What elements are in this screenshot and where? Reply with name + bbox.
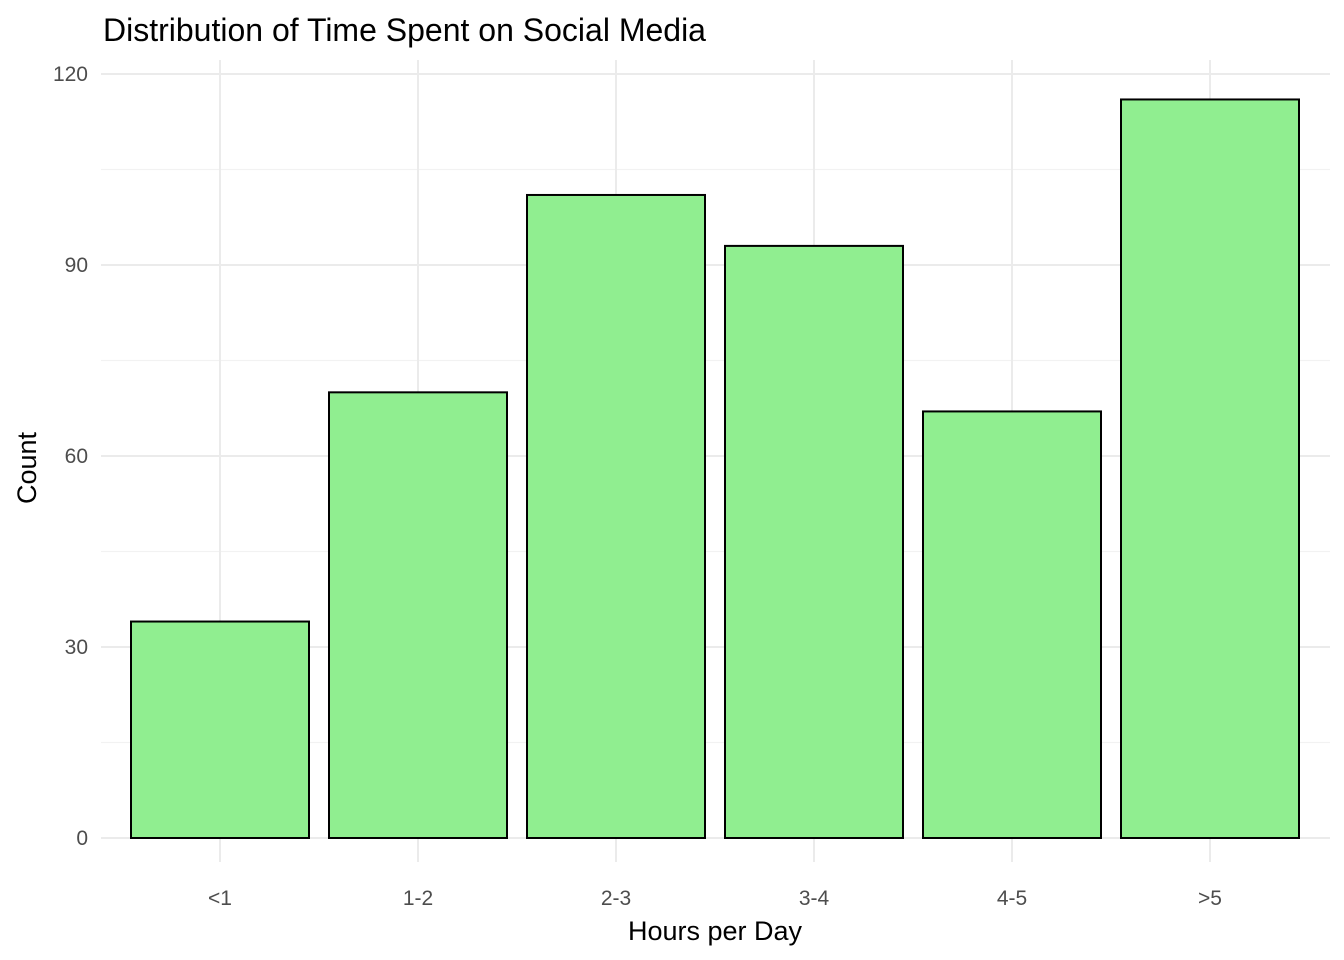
- y-tick-label: 0: [76, 827, 88, 850]
- y-tick-label: 60: [65, 445, 88, 468]
- y-tick-label: 120: [53, 63, 88, 86]
- y-tick-label: 90: [65, 254, 88, 277]
- y-tick-label: 30: [65, 636, 88, 659]
- bar: [1120, 98, 1300, 839]
- x-axis-title: Hours per Day: [628, 916, 803, 946]
- bar: [922, 410, 1102, 839]
- chart-title: Distribution of Time Spent on Social Med…: [103, 12, 706, 48]
- bars: [130, 98, 1300, 839]
- bar: [130, 620, 310, 839]
- x-tick-label: 3-4: [799, 887, 830, 910]
- x-tick-label: 1-2: [403, 887, 433, 910]
- x-tick-label: 2-3: [601, 887, 631, 910]
- x-tick-label: >5: [1198, 887, 1222, 910]
- x-axis-ticks: <1 1-2 2-3 3-4 4-5 >5: [208, 887, 1222, 910]
- y-axis-ticks: 0 30 60 90 120: [53, 63, 88, 850]
- bar: [724, 244, 904, 839]
- bar: [328, 391, 508, 839]
- x-tick-label: <1: [208, 887, 232, 910]
- bar: [526, 193, 706, 839]
- y-axis-title: Count: [12, 431, 42, 504]
- x-tick-label: 4-5: [997, 887, 1027, 910]
